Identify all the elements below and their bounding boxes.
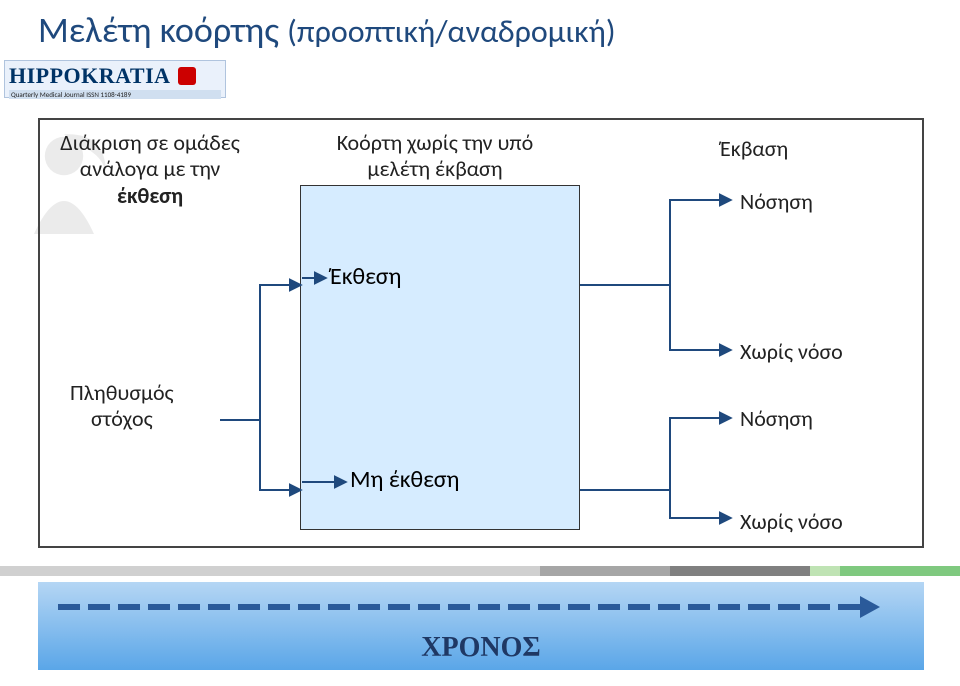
time-axis: ΧΡΟΝΟΣ — [38, 582, 924, 670]
logo-brand: HIPPOKRATIA — [9, 63, 171, 89]
label-time: ΧΡΟΝΟΣ — [421, 632, 540, 664]
logo-badge: HIPPOKRATIA Quarterly Medical Journal IS… — [4, 60, 226, 98]
title-subtitle: (προοπτική/αναδρομική) — [287, 12, 615, 51]
diagram-panel: Διάκριση σε ομάδες ανάλογα με την έκθεση… — [38, 118, 924, 548]
title-text: Μελέτη κοόρτης — [38, 8, 279, 52]
bottom-color-bar — [0, 566, 960, 576]
logo-bar: Quarterly Medical Journal ISSN 1108-4189 — [9, 90, 221, 99]
page-title: Μελέτη κοόρτης (προοπτική/αναδρομική) — [38, 8, 616, 52]
logo-red-icon — [178, 67, 196, 85]
diagram-arrows — [40, 120, 926, 550]
